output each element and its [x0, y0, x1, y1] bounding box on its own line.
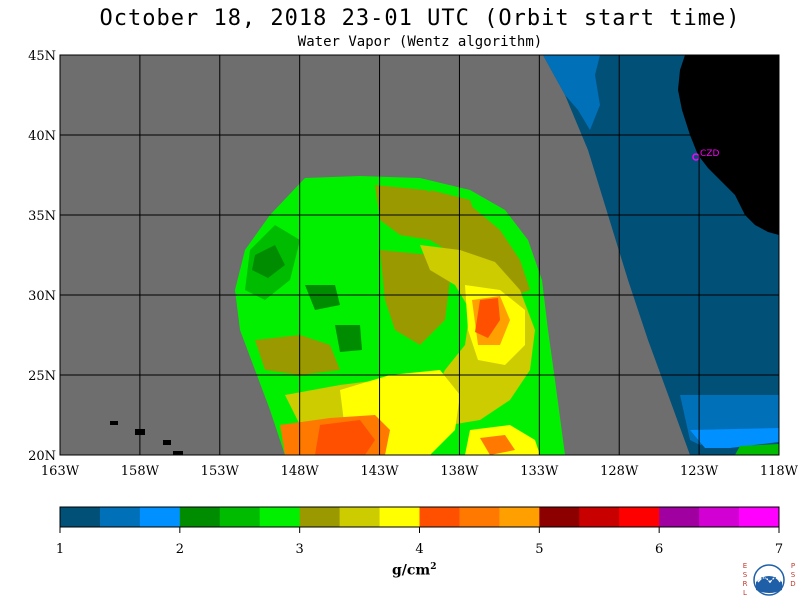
legend-swatch: [659, 507, 700, 527]
legend-swatch: [259, 507, 301, 527]
west-swath-red-orange-c: [480, 435, 515, 455]
logo-letter: D: [790, 580, 795, 588]
legend-tick-label: 6: [655, 542, 663, 557]
east-swath-light: [690, 428, 779, 448]
island-hawaii: [173, 451, 183, 455]
legend-tick-label: 7: [775, 542, 783, 557]
west-swath-olive-c: [255, 335, 340, 375]
logo-letter: R: [743, 580, 748, 588]
lon-label: 143W: [360, 464, 399, 479]
lon-label: 133W: [520, 464, 559, 479]
legend-swatch: [579, 507, 620, 527]
legend-swatch: [99, 507, 141, 527]
legend-swatch: [619, 507, 660, 527]
west-swath-dark-green-b: [305, 285, 340, 310]
lon-label: 148W: [281, 464, 320, 479]
longitude-labels: 163W 158W 153W 148W 143W 138W 133W 128W 123W 118W: [41, 464, 799, 479]
grid-lines: [60, 55, 779, 455]
legend-swatch: [699, 507, 740, 527]
west-swath-red-orange-a: [475, 298, 500, 338]
west-swath-olive-d: [430, 190, 475, 215]
logo-letter: S: [791, 571, 796, 579]
legend-swatch: [339, 507, 381, 527]
land-mass: [678, 55, 779, 235]
legend-tick-label: 3: [296, 542, 304, 557]
legend-swatch: [299, 507, 341, 527]
west-swath-red-orange-b: [315, 420, 375, 455]
legend-swatch: [219, 507, 261, 527]
east-swath-green: [735, 444, 779, 455]
lat-label: 40N: [28, 129, 56, 144]
lon-label: 123W: [680, 464, 719, 479]
noaa-logo-text: NOAA: [761, 577, 777, 583]
logo-letter: S: [743, 571, 748, 579]
logo-right-letters: PSD: [790, 562, 795, 588]
legend-swatch: [379, 507, 420, 527]
legend-swatch: [499, 507, 540, 527]
logo-letter: E: [743, 562, 747, 570]
logo-letter: P: [791, 562, 795, 570]
west-swath-olive-b: [380, 250, 450, 345]
logo-letter: L: [743, 589, 747, 597]
page-title: October 18, 2018 23-01 UTC (Orbit start …: [99, 6, 741, 31]
east-swath-mid: [543, 55, 600, 130]
lon-label: 128W: [600, 464, 639, 479]
noaa-logo-bird: [757, 577, 781, 584]
lon-label: 163W: [41, 464, 80, 479]
legend-swatch: [459, 507, 500, 527]
lat-label: 30N: [28, 289, 56, 304]
lon-label: 138W: [440, 464, 479, 479]
page-subtitle: Water Vapor (Wentz algorithm): [297, 34, 543, 50]
lon-label: 153W: [201, 464, 240, 479]
legend-tick-label: 5: [535, 542, 543, 557]
island-kauai: [110, 421, 118, 425]
legend-unit: g/cm2: [392, 562, 437, 579]
lon-label: 158W: [121, 464, 160, 479]
lat-label: 25N: [28, 369, 56, 384]
lon-label: 118W: [760, 464, 799, 479]
station-label: CZD: [700, 149, 719, 159]
latitude-labels: 45N 40N 35N 30N 25N 20N: [28, 49, 56, 464]
island-maui: [163, 440, 171, 445]
legend-swatch: [419, 507, 460, 527]
legend-swatch: [739, 507, 780, 527]
legend-swatch: [139, 507, 181, 527]
legend-tick-label: 4: [415, 542, 423, 557]
legend-tick-label: 1: [56, 542, 64, 557]
legend-colorbar: [59, 506, 780, 528]
legend-tick-labels: 1 2 3 4 5 6 7: [56, 527, 783, 557]
lat-label: 35N: [28, 209, 56, 224]
legend-swatch: [539, 507, 580, 527]
legend-swatch: [179, 507, 221, 527]
lat-label: 45N: [28, 49, 56, 64]
west-swath-dark-green-c: [335, 325, 362, 352]
map-area: CZD: [60, 55, 779, 455]
map-frame: [59, 54, 780, 456]
lat-label: 20N: [28, 449, 56, 464]
west-swath-dark-green-a: [252, 245, 285, 278]
legend-swatch: [60, 507, 101, 527]
noaa-logo-wave: [756, 576, 782, 593]
legend-tick-label: 2: [176, 542, 184, 557]
